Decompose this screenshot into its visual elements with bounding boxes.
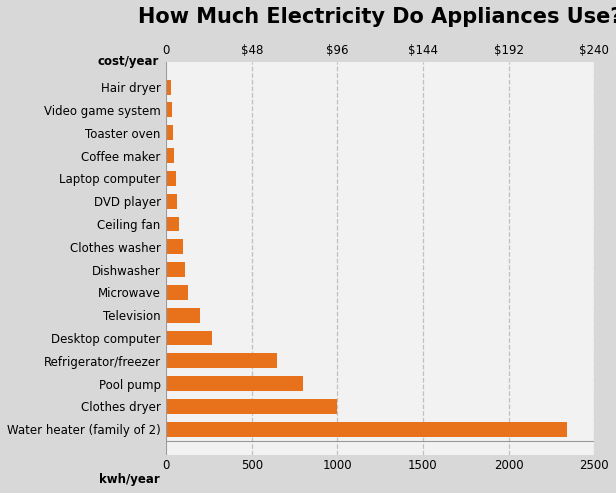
Bar [166,353,277,368]
Bar [166,216,179,231]
Text: cost/year: cost/year [98,55,160,69]
Bar [166,103,172,117]
Bar [166,285,188,300]
Bar [166,171,176,186]
Bar [166,262,185,277]
Bar [166,148,174,163]
Bar [166,194,177,209]
Bar [166,376,303,391]
Bar [166,80,171,95]
Bar [166,125,173,140]
Text: kwh/year: kwh/year [99,473,160,486]
Bar [166,308,200,322]
Bar [166,399,338,414]
Title: How Much Electricity Do Appliances Use?: How Much Electricity Do Appliances Use? [138,7,616,27]
Bar [166,331,213,346]
Bar [166,240,184,254]
Bar [166,422,567,437]
